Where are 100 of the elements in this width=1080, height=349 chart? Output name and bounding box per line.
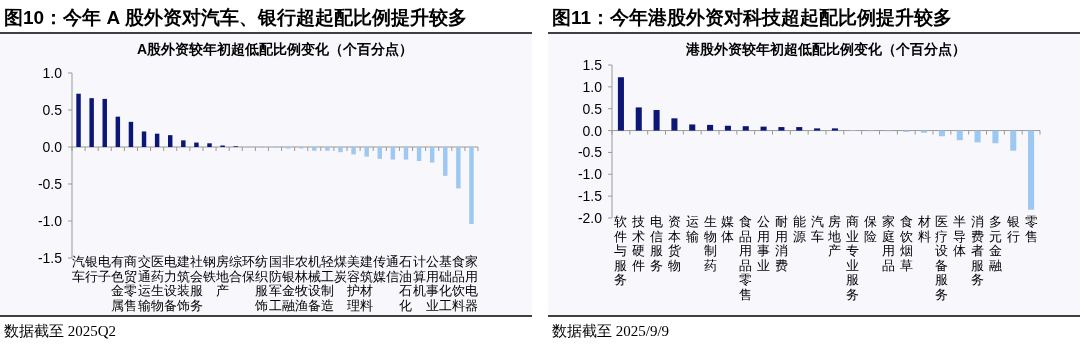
x-tick-label: 家用电器 [464, 254, 478, 313]
bar [89, 98, 94, 147]
y-tick-label: -1.5 [577, 188, 603, 205]
x-tick-label: 机械设备 [307, 255, 321, 313]
bar [1028, 130, 1035, 210]
x-tick-label: 国防军工 [268, 255, 282, 313]
x-tick-label: 商贸零售 [124, 255, 138, 313]
bar [921, 130, 928, 133]
bar [689, 124, 696, 131]
chart-subtitle: 港股外资较年初超低配比例变化（个百分点） [685, 41, 966, 57]
y-tick-label: 1.0 [42, 65, 63, 81]
bar [778, 127, 785, 131]
x-tick-label: 有色金属 [111, 255, 125, 313]
chart-subtitle: A股外资较年初超低配比例变化（个百分点） [136, 41, 414, 57]
x-tick-label: 食饮烟草 [898, 215, 913, 273]
x-tick-label: 美容护理 [346, 254, 361, 313]
bar [617, 77, 624, 131]
bar [403, 147, 409, 160]
bar [364, 147, 369, 157]
y-tick-label: -0.5 [37, 176, 63, 192]
x-tick-label: 基础化工 [437, 255, 452, 313]
x-tick-label: 汽车 [72, 255, 86, 284]
bar [742, 126, 749, 131]
x-tick-label: 传媒 [373, 255, 387, 284]
bar [443, 147, 448, 176]
x-tick-label: 医疗设备服务 [935, 215, 949, 302]
x-tick-label: 材料 [916, 215, 931, 244]
x-tick-label: 耐用消费 [774, 215, 788, 273]
bar [671, 118, 678, 131]
x-tick-label: 保险 [864, 215, 878, 244]
x-tick-label: 家庭用品 [881, 214, 895, 273]
y-tick-label: 1.0 [582, 78, 603, 95]
x-tick-label: 电信服务 [650, 215, 664, 273]
bar [760, 126, 767, 131]
x-tick-label: 食品用品零售 [739, 215, 753, 302]
bar [194, 142, 199, 147]
y-tick-label: -2.0 [577, 210, 603, 226]
x-tick-label: 半导体 [953, 215, 967, 258]
y-tick-label: -1.5 [37, 250, 63, 266]
bar [207, 143, 212, 147]
x-tick-label: 社会服务 [189, 255, 203, 313]
bar [338, 147, 343, 153]
x-tick-label: 资本货物 [667, 215, 681, 273]
bar [377, 147, 382, 159]
x-tick-label: 房地产 [827, 214, 842, 258]
x-tick-label: 商业专业服务 [846, 215, 860, 302]
x-tick-label: 石油石化 [399, 255, 413, 313]
chart-title: 图10：今年 A 股外资对汽车、银行超起配比例提升较多 [4, 7, 467, 28]
x-tick-label: 零售 [1024, 215, 1038, 244]
x-tick-label: 银行 [1005, 215, 1020, 244]
x-tick-label: 汽车 [810, 215, 824, 244]
x-tick-label: 农林牧渔 [293, 255, 308, 313]
x-tick-label: 非银金融 [280, 255, 295, 313]
bar [390, 147, 396, 160]
x-tick-label: 能源 [792, 215, 806, 244]
bar [429, 147, 435, 163]
bar [707, 124, 714, 131]
x-tick-label: 电子 [98, 255, 112, 284]
x-tick-label: 综合 [229, 255, 243, 284]
bar [635, 107, 642, 131]
x-tick-label: 纺织服饰 [254, 255, 269, 313]
x-tick-label: 电力设备 [163, 255, 177, 313]
y-tick-label: 0.0 [582, 122, 603, 139]
x-tick-label: 技术硬件 [631, 215, 646, 273]
x-tick-label: 计算机 [412, 255, 426, 298]
y-tick-label: 1.5 [582, 57, 603, 73]
bar [325, 147, 330, 151]
bar [796, 127, 803, 131]
x-tick-label: 多元金融 [988, 215, 1002, 273]
y-tick-label: -1.0 [37, 213, 63, 229]
bar [102, 98, 107, 147]
x-tick-label: 媒体 [721, 215, 735, 244]
x-tick-label: 消费者服务 [971, 215, 985, 287]
y-tick-label: 0.0 [42, 139, 63, 155]
x-tick-label: 交通运输 [137, 254, 151, 313]
x-tick-label: 建筑装饰 [175, 255, 190, 313]
bar [831, 128, 838, 131]
bar [312, 147, 317, 151]
x-tick-label: 食品饮料 [450, 255, 465, 313]
bar [992, 130, 999, 144]
bar [653, 110, 660, 131]
x-tick-label: 运输 [685, 215, 699, 244]
x-tick-label: 钢铁 [202, 255, 217, 284]
y-tick-label: 0.5 [42, 102, 63, 118]
x-tick-label: 软件与服务 [614, 215, 628, 287]
x-tick-label: 房地产 [215, 254, 230, 298]
y-tick-label: -1.0 [577, 166, 603, 183]
bar [724, 125, 731, 131]
text: 数据截至 2025/9/9 [552, 323, 670, 339]
x-tick-label: 通信 [386, 255, 400, 284]
bar [456, 147, 461, 189]
x-tick-label: 生物制药 [703, 215, 717, 273]
x-tick-label: 医药生物 [150, 255, 164, 313]
bar [141, 131, 147, 147]
x-tick-label: 煤炭 [333, 255, 347, 284]
x-tick-label: 轻工制造 [320, 255, 334, 313]
x-tick-label: 银行 [84, 255, 99, 284]
x-tick-label: 建筑材料 [359, 255, 374, 313]
bar [351, 147, 356, 155]
bar [814, 128, 821, 131]
